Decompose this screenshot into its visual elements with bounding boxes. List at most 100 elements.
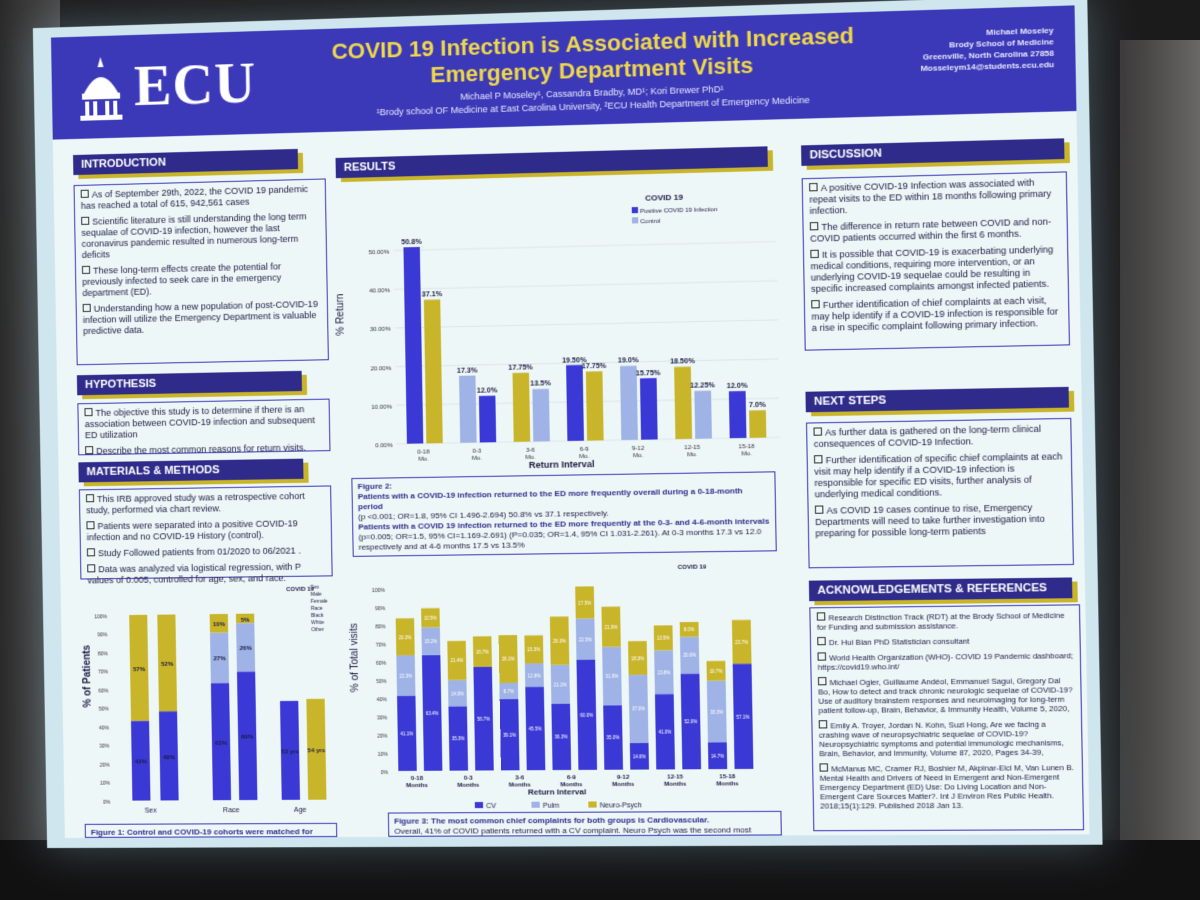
fig3-xtick: 6-9 <box>567 775 577 781</box>
fig3-xlabel: Return Interval <box>528 787 586 796</box>
figure1-caption: Figure 1: Control and COVID-19 cohorts w… <box>85 823 338 838</box>
fig3-xtick-unit: Months <box>612 782 635 788</box>
fig3-bar-label: 56.7% <box>477 717 490 722</box>
fig2-xtick-unit: Mo. <box>633 453 644 459</box>
fig2-gridline <box>393 242 776 251</box>
fig2-bar-label: 12.0% <box>727 383 749 391</box>
fig2-bar <box>479 396 496 443</box>
fig3-legend-item: Pulm <box>543 803 560 810</box>
fig2-bar-label: 7.0% <box>749 402 767 410</box>
fig1-bar-label: 54 yrs <box>308 748 326 754</box>
fig3-bar-label: 20.0% <box>683 653 696 658</box>
fig3-bar-label: 14.6% <box>633 754 646 759</box>
figure2-caption: Figure 2: Patients with a COVID-19 infec… <box>351 471 776 557</box>
fig2-xtick: 12-15 <box>684 445 701 451</box>
fig3-xtick: 9-12 <box>617 775 630 781</box>
fig2-ytick: 30.00% <box>370 327 392 334</box>
fig2-legend-swatch-covid <box>632 207 638 213</box>
discussion-item: A positive COVID-19 Infection was associ… <box>809 177 1060 217</box>
methods-item: Study Followed patients from 01/2020 to … <box>87 545 325 559</box>
fig1-ytick: 70% <box>98 670 109 676</box>
methods-item: This IRB approved study was a retrospect… <box>86 491 324 517</box>
fig2-bar <box>459 375 477 442</box>
fig3-bar-label: 26.1% <box>502 657 515 662</box>
reference-item: Dr. Hui Bian PhD Statistician consultant <box>817 634 1073 647</box>
fig3-bar-label: 21.1% <box>554 682 567 687</box>
fig3-xtick: 12-15 <box>667 774 684 780</box>
intro-item: Understanding how a new population of po… <box>83 299 322 337</box>
ecu-logo: ECU <box>73 42 296 129</box>
next-step-item: As further data is gathered on the long-… <box>813 423 1064 450</box>
fig2-xtick-unit: Mo. <box>741 451 752 457</box>
cupola-icon <box>73 52 128 124</box>
contact-info: Michael Moseley Brody School of Medicine… <box>920 25 1055 74</box>
fig3-bar-label: 14.7% <box>711 753 724 758</box>
fig1-caption-text: Figure 1: Control and COVID-19 cohorts w… <box>91 827 313 838</box>
fig3-bar-label: 21.9% <box>604 625 617 630</box>
fig3-xtick-unit: Months <box>664 782 687 788</box>
fig3-legend-item: Neuro-Psych <box>600 802 642 809</box>
figure1-chart: % of Patients 0%10%20%30%40%50%60%70%80%… <box>81 582 343 821</box>
fig1-xtick: Age <box>294 807 307 814</box>
fig2-xtick: 0-3 <box>472 449 482 455</box>
figure3-chart: % of Total visits COVID 19 0% 10% 20% 30% 40… <box>348 553 787 811</box>
fig3-bar-label: 10.7% <box>709 669 722 674</box>
fig2-xtick: 3-6 <box>526 448 536 454</box>
discussion-item: It is possible that COVID-19 is exacerba… <box>810 244 1061 295</box>
fig3-legend-item: CV <box>486 803 496 810</box>
fig2-bar <box>749 410 766 438</box>
fig1-ytick: 40% <box>99 726 110 732</box>
intro-item: As of September 29th, 2022, the COVID 19… <box>81 184 319 212</box>
fig2-ytick: 20.00% <box>370 366 392 372</box>
room-wall-right <box>1120 40 1200 860</box>
fig2-ytick: 10.00% <box>371 404 393 410</box>
fig1-legend-item: Female <box>311 599 328 605</box>
discussion-box: A positive COVID-19 Infection was associ… <box>802 171 1070 350</box>
fig3-bar-label: 22.3% <box>399 674 412 679</box>
hypothesis-box: The objective this study is to determine… <box>77 399 330 456</box>
room-floor <box>0 840 1200 900</box>
fig1-bar-label: 27% <box>213 657 226 663</box>
fig3-bar-label: 41.0% <box>658 730 671 735</box>
discussion-heading: DISCUSSION <box>801 138 1064 166</box>
methods-item: Patients were separated into a positive … <box>86 518 325 544</box>
fig2-bar-label: 12.25% <box>690 382 716 390</box>
fig2-legend-title: COVID 19 <box>645 193 684 203</box>
figure3-caption: Figure 3: The most common chief complain… <box>388 811 782 837</box>
fig1-legend-item: Sex <box>310 585 319 591</box>
fig3-xtick: 0-3 <box>464 776 474 782</box>
methods-box: This IRB approved study was a retrospect… <box>79 485 333 579</box>
fig2-ytick: 0.00% <box>375 443 393 449</box>
reference-item: Research Distinction Track (RDT) at the … <box>817 610 1073 632</box>
fig2-xtick-unit: Mo. <box>472 456 483 462</box>
introduction-heading: INTRODUCTION <box>73 149 298 175</box>
fig2-bar <box>424 300 443 444</box>
fig2-bar-label: 15.75% <box>636 370 662 378</box>
fig2-ylabel: % Return <box>335 294 347 336</box>
discussion-item: The difference in return rate between CO… <box>810 216 1061 245</box>
fig3-bar-label: 37.0% <box>632 707 645 712</box>
fig1-legend-item: Race <box>311 606 323 612</box>
hypothesis-heading: HYPOTHESIS <box>77 371 302 395</box>
fig1-bar-label: 57% <box>133 667 146 673</box>
fig3-ytick: 40% <box>377 697 388 703</box>
fig3-ytick: 50% <box>376 679 387 685</box>
fig3-bar-label: 22.5% <box>579 637 592 642</box>
reference-item: McManus MC, Cramer RJ, Boshier M, Akpina… <box>819 762 1076 811</box>
fig3-bar-label: 52.0% <box>684 719 697 724</box>
fig1-legend-item: Other <box>311 627 324 633</box>
fig3-legend-swatch <box>531 802 539 808</box>
fig1-ytick: 20% <box>100 763 111 769</box>
fig1-ytick: 0% <box>103 800 111 806</box>
fig3-bar-label: 35.0% <box>606 736 619 741</box>
fig1-ytick: 90% <box>97 633 108 639</box>
fig1-bar-label: 63% <box>215 740 228 746</box>
next-step-item: As COVID 19 cases continue to rise, Emer… <box>815 502 1066 540</box>
fig2-bar <box>566 365 584 441</box>
hypothesis-item: Describe the most common reasons for ret… <box>85 442 323 457</box>
fig2-bar <box>674 367 692 440</box>
fig1-legend-item: White <box>311 620 324 626</box>
fig2-bar <box>512 373 530 442</box>
fig3-xtick: 0-18 <box>411 776 424 782</box>
fig2-bar <box>403 247 423 444</box>
